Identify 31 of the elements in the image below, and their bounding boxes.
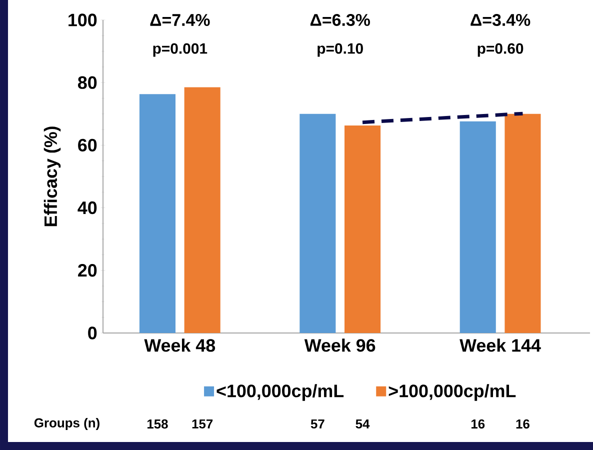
x-tick-label: Week 48 xyxy=(144,338,216,352)
annotation: p=0.001 xyxy=(153,43,208,57)
bar xyxy=(344,125,381,333)
bar xyxy=(139,94,176,333)
bar xyxy=(300,114,336,333)
x-tick-label: Week 96 xyxy=(304,338,376,352)
y-tick-label: 80 xyxy=(78,76,97,89)
y-tick-label: 100 xyxy=(68,14,97,26)
annotation: p=0.60 xyxy=(478,43,524,57)
text: 16 xyxy=(516,419,530,429)
x-tick-label: Week 144 xyxy=(460,338,541,352)
y-tick-label: 60 xyxy=(78,138,97,152)
y-tick-label: 20 xyxy=(78,264,97,277)
annotation: Δ=6.3% xyxy=(310,14,370,26)
bar xyxy=(460,121,496,333)
text: 158 xyxy=(147,419,168,429)
annotation: Δ=7.4% xyxy=(150,14,210,26)
text: 57 xyxy=(310,419,324,428)
text: 54 xyxy=(356,419,370,428)
y-tick-label: 0 xyxy=(88,326,97,340)
annotation: p=0.10 xyxy=(318,43,363,57)
annotation: Δ=3.4% xyxy=(470,14,530,26)
text: Groups (n) xyxy=(34,418,100,430)
legend-label: <100,000cp/mL xyxy=(216,384,344,401)
bar xyxy=(184,87,220,333)
text: 16 xyxy=(471,419,485,429)
y-tick-label: 40 xyxy=(78,201,97,214)
bar xyxy=(504,114,541,333)
text: 157 xyxy=(192,419,213,428)
y-axis-title: Efficacy (%) xyxy=(44,126,61,226)
legend-label: >100,000cp/mL xyxy=(388,384,516,401)
